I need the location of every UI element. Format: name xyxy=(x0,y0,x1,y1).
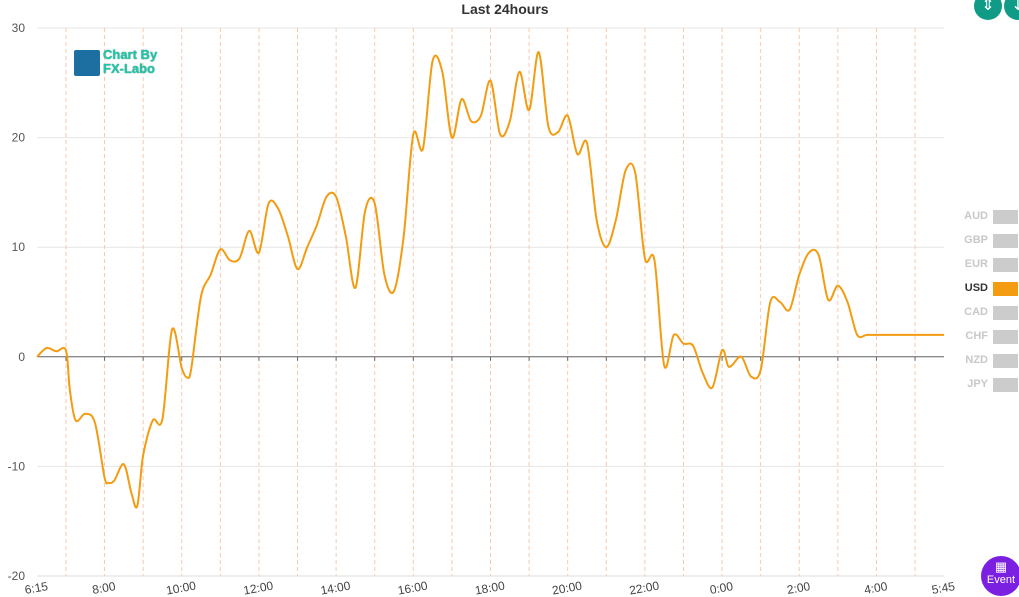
y-tick-label: 10 xyxy=(12,240,26,254)
legend-item-jpy[interactable]: JPY xyxy=(950,376,1019,400)
x-tick-label: 14:00 xyxy=(319,579,351,597)
event-button[interactable]: ▦ Event xyxy=(981,556,1019,596)
x-tick-label: 10:00 xyxy=(165,579,197,597)
event-label: Event xyxy=(986,574,1016,586)
legend-item-aud[interactable]: AUD xyxy=(950,208,1019,232)
expand-icon[interactable]: ↧ xyxy=(1004,0,1019,20)
legend: AUD GBP EUR USD CAD CHF NZD JPY xyxy=(950,208,1019,400)
legend-label: EUR xyxy=(964,258,988,270)
y-axis: -20 -10 0 10 20 30 xyxy=(8,21,26,583)
legend-label: NZD xyxy=(965,354,988,366)
legend-swatch xyxy=(993,354,1018,368)
chart-logo-icon xyxy=(74,50,100,76)
x-tick-label: 18:00 xyxy=(474,579,506,597)
chart-title: Last 24hours xyxy=(461,1,549,17)
legend-swatch xyxy=(993,258,1018,272)
legend-swatch xyxy=(993,330,1018,344)
logo-text: Chart By FX-Labo xyxy=(103,48,157,76)
y-tick-label: 20 xyxy=(12,131,26,145)
legend-item-gbp[interactable]: GBP xyxy=(950,232,1019,256)
legend-label: CAD xyxy=(964,306,988,318)
x-tick-label: 8:00 xyxy=(91,579,117,597)
legend-item-cad[interactable]: CAD xyxy=(950,304,1019,328)
legend-item-chf[interactable]: CHF xyxy=(950,328,1019,352)
legend-item-usd[interactable]: USD xyxy=(950,280,1019,304)
x-tick-label: 2:00 xyxy=(786,579,812,597)
x-tick-label: 22:00 xyxy=(628,579,660,597)
compress-icon[interactable]: ⇕ xyxy=(974,0,1002,20)
grid xyxy=(37,27,944,577)
x-tick-label: 16:00 xyxy=(397,579,429,597)
legend-label: AUD xyxy=(964,210,988,222)
calendar-icon: ▦ xyxy=(994,559,1008,574)
x-tick-label: 20:00 xyxy=(551,579,583,597)
x-tick-label: 5:45 xyxy=(931,579,957,597)
series-line-usd xyxy=(36,51,944,509)
y-tick-label: -20 xyxy=(8,569,26,583)
legend-swatch xyxy=(993,378,1018,392)
legend-item-nzd[interactable]: NZD xyxy=(950,352,1019,376)
legend-label: CHF xyxy=(965,330,988,342)
logo-line-2: FX-Labo xyxy=(103,61,155,76)
series-layer xyxy=(36,51,944,509)
legend-swatch xyxy=(993,210,1018,224)
legend-swatch xyxy=(993,234,1018,248)
legend-label: GBP xyxy=(964,234,988,246)
legend-swatch xyxy=(993,306,1018,320)
legend-label: USD xyxy=(964,282,988,294)
x-axis: 6:15 8:00 10:00 12:00 14:00 16:00 18:00 20:00 22… xyxy=(24,579,957,597)
legend-label: JPY xyxy=(967,378,988,390)
legend-item-eur[interactable]: EUR xyxy=(950,256,1019,280)
y-tick-label: 0 xyxy=(18,350,25,364)
y-tick-label: -10 xyxy=(8,459,26,473)
fx-labo-logo: Chart By FX-Labo xyxy=(74,48,184,82)
legend-swatch xyxy=(993,282,1018,296)
logo-line-1: Chart By xyxy=(103,47,158,62)
x-tick-label: 0:00 xyxy=(709,579,735,597)
x-tick-label: 4:00 xyxy=(863,579,889,597)
y-tick-label: 30 xyxy=(12,21,26,35)
x-tick-label: 6:15 xyxy=(24,579,50,597)
x-tick-label: 12:00 xyxy=(242,579,274,597)
